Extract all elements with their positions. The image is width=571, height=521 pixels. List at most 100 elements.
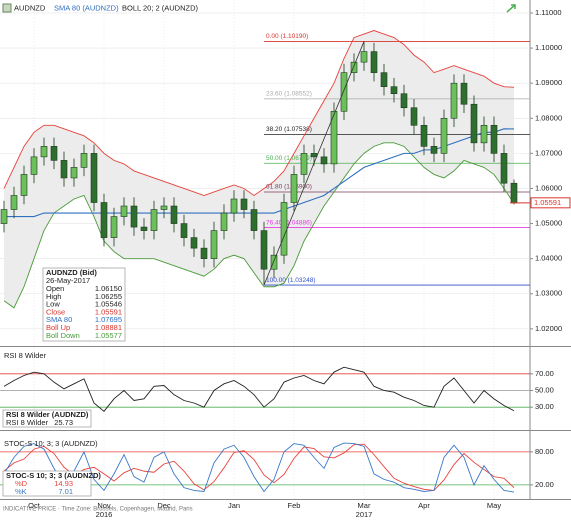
x-tick-label: Oct [28, 501, 41, 510]
candle-body [450, 82, 458, 119]
legend-box [2, 470, 92, 497]
candle-body [100, 202, 108, 238]
candle-body [180, 223, 188, 238]
candle-body [70, 167, 78, 179]
info-label: Open [46, 284, 64, 293]
y-tick-label: 1.10000 [535, 43, 562, 52]
candle-body [110, 216, 118, 238]
fib-label: 0.00 (1.10190) [266, 33, 308, 40]
candle-body [250, 209, 258, 231]
x-tick-label: Jan [228, 501, 240, 510]
info-label: Close [46, 307, 65, 316]
candle-body [210, 230, 218, 259]
info-value: 1.08881 [95, 323, 122, 332]
candle-body [480, 124, 488, 144]
indicator-line [3, 442, 515, 493]
legend-box [2, 409, 92, 428]
candle-body [230, 198, 238, 214]
candle-body [350, 61, 358, 73]
candle-body [340, 72, 348, 112]
fib-label: 38.20 (1.07538) [266, 126, 312, 133]
y-tick-label: 1.04000 [535, 254, 562, 263]
legend-entry: %K [15, 487, 27, 496]
candle-body [280, 202, 288, 256]
candle-body [330, 110, 338, 165]
x-year-label: 2016 [96, 510, 113, 519]
legend-value: 25.73 [54, 418, 73, 427]
y-tick-label: 30.00 [535, 402, 554, 411]
fib-label: 50.00 (1.06719) [266, 155, 312, 162]
candle-body [170, 205, 178, 224]
fib-label: 23.60 (1.08552) [266, 91, 312, 98]
boll-lower [3, 142, 515, 309]
y-tick-label: 1.06000 [535, 183, 562, 192]
y-tick-label: 1.07000 [535, 148, 562, 157]
candle-body [240, 198, 248, 210]
candle-body [320, 156, 328, 165]
candle-body [470, 103, 478, 144]
candle-body [0, 209, 8, 224]
y-tick-label: 1.08000 [535, 113, 562, 122]
legend-value: 14.93 [54, 479, 73, 488]
info-label: SMA 80 [46, 315, 72, 324]
info-label: Boll Down [46, 331, 80, 340]
candle-body [160, 205, 168, 210]
candle-body [300, 153, 308, 175]
candle-body [360, 51, 368, 63]
candle-body [430, 146, 438, 154]
x-tick-label: Feb [288, 501, 301, 510]
y-tick-label: 20.00 [535, 480, 554, 489]
candle-body [190, 237, 198, 249]
candle-body [80, 153, 88, 168]
candle-body [220, 212, 228, 231]
legend-entry: RSI 8 Wilder [6, 418, 49, 427]
band-fill [4, 30, 514, 308]
y-tick-label: 1.09000 [535, 78, 562, 87]
y-tick-label: 1.05000 [535, 219, 562, 228]
legend-value: 7.01 [58, 487, 73, 496]
info-value: 1.06150 [95, 284, 122, 293]
fib-label: 61.80 (1.05900) [266, 184, 312, 191]
candle-body [20, 174, 28, 196]
fib-label: 76.40 (1.04886) [266, 219, 312, 226]
candle-body [490, 124, 498, 154]
candle-body [120, 205, 128, 217]
info-value: 1.06255 [95, 292, 122, 301]
candle-body [10, 195, 18, 210]
footer-note: INDICATIVE PRICE · Time Zone: Brussels, … [3, 507, 193, 513]
info-date: 26-May-2017 [46, 276, 90, 285]
candle-body [510, 182, 518, 204]
candle-body [460, 82, 468, 105]
candle-body [390, 86, 398, 95]
candle-body [200, 247, 208, 259]
last-price-label: 1.05591 [534, 198, 561, 207]
info-box [42, 267, 126, 342]
y-tick-label: 80.00 [535, 447, 554, 456]
y-tick-label: 70.00 [535, 369, 554, 378]
last-price-box [530, 197, 571, 209]
candle-body [410, 107, 418, 126]
panel-title: RSI 8 Wilder [4, 351, 47, 360]
symbol-icon [2, 3, 12, 13]
indicator-line [3, 366, 515, 412]
candle-body [90, 153, 98, 203]
info-value: 1.05591 [95, 307, 122, 316]
info-value: 1.05546 [95, 300, 122, 309]
x-tick-label: May [487, 501, 501, 510]
candle-body [30, 156, 38, 175]
info-label: High [46, 292, 61, 301]
candle-body [150, 209, 158, 231]
candle-body [290, 174, 298, 203]
fib-label: 100.00 (1.03248) [266, 277, 316, 284]
info-title: AUDNZD (Bid) [46, 268, 97, 277]
candle-body [400, 93, 408, 109]
candle-body [50, 146, 58, 161]
candle-body [440, 117, 448, 154]
legend-title: RSI 8 Wilder (AUDNZD) [6, 410, 89, 419]
candle-body [60, 160, 68, 179]
x-tick-label: Nov [97, 501, 111, 510]
panel-title: STOC-S 10; 3; 3 (AUDNZD) [4, 439, 98, 448]
candle-body [420, 124, 428, 147]
